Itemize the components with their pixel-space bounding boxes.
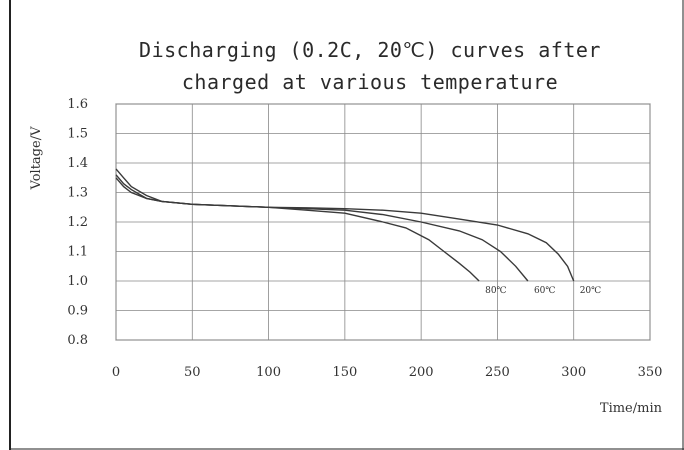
x-axis-label: Time/min: [600, 401, 663, 416]
chart-title-line-1: Discharging (0.2C, 20℃) curves after: [139, 38, 601, 62]
x-tick-label: 100: [256, 365, 281, 380]
series-lines: [115, 168, 575, 282]
y-tick-label: 0.9: [67, 304, 88, 319]
y-tick-label: 0.8: [67, 333, 88, 348]
x-tick-label: 200: [409, 365, 434, 380]
series-line: [115, 174, 529, 282]
series-label: 80℃: [485, 286, 507, 296]
series-label: 60℃: [534, 286, 556, 296]
y-tick-label: 1.6: [67, 97, 88, 112]
x-tick-label: 250: [485, 365, 510, 380]
series-label: 20℃: [580, 286, 602, 296]
y-tick-label: 1.0: [67, 274, 88, 289]
series-line: [115, 168, 575, 282]
x-tick-label: 50: [184, 365, 201, 380]
x-tick-label: 350: [638, 365, 663, 380]
y-tick-label: 1.5: [67, 127, 88, 142]
x-tick-label: 0: [112, 365, 120, 380]
x-tick-label: 150: [332, 365, 357, 380]
y-tick-label: 1.3: [67, 186, 88, 201]
y-tick-label: 1.4: [67, 156, 88, 171]
series-line: [115, 177, 480, 282]
x-tick-labels: 0 50 100 150 200 250 300 350: [112, 365, 663, 380]
chart-title-line-2: charged at various temperature: [181, 70, 559, 94]
y-tick-label: 1.2: [67, 215, 88, 230]
y-tick-labels: 0.8 0.9 1.0 1.1 1.2 1.3 1.4 1.5 1.6: [67, 97, 88, 348]
series-labels: 80℃ 60℃ 20℃: [485, 286, 601, 296]
x-tick-label: 300: [561, 365, 586, 380]
y-tick-label: 1.1: [67, 245, 88, 260]
y-axis-label: Voltage/V: [29, 126, 44, 191]
